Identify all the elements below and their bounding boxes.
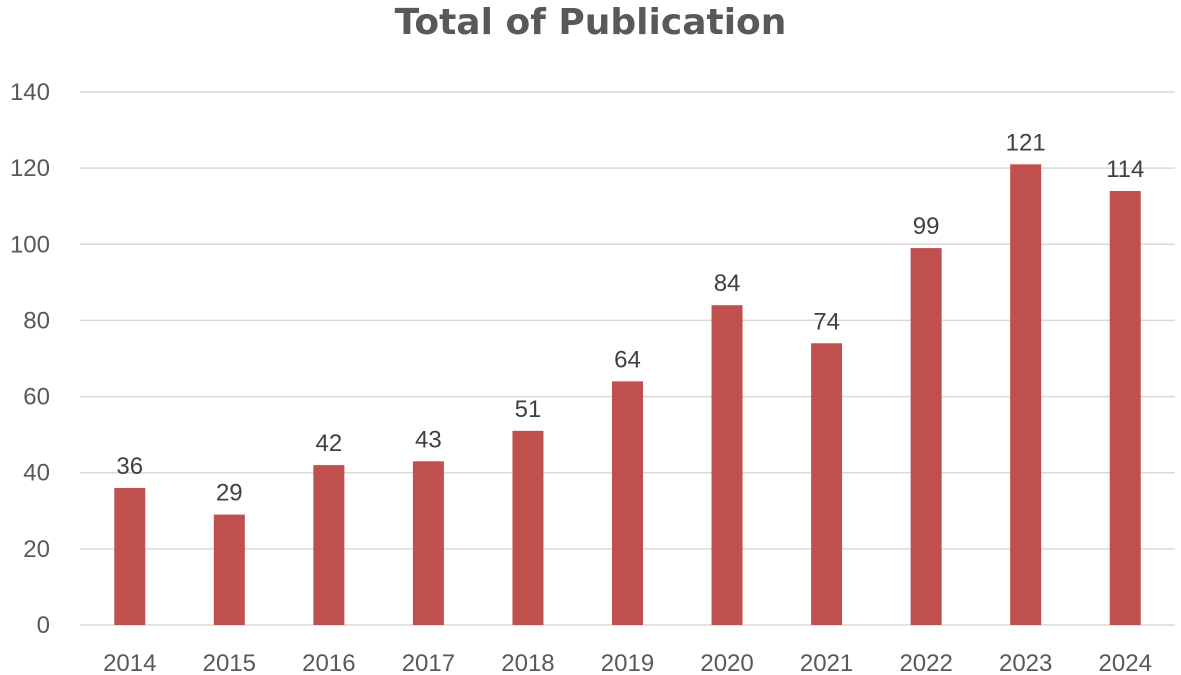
y-tick-label: 0 [37,612,50,639]
data-label: 114 [1106,156,1144,183]
y-tick-label: 140 [10,79,50,106]
bar [711,305,743,625]
chart-title: Total of Publication [394,2,787,43]
y-tick-label: 60 [23,384,50,411]
data-label: 36 [116,453,143,480]
x-tick-label: 2016 [302,650,355,675]
x-tick-label: 2020 [700,650,753,675]
x-tick-label: 2022 [899,650,952,675]
x-tick-label: 2024 [1099,650,1152,675]
data-label: 29 [216,480,243,507]
x-tick-label: 2023 [999,650,1052,675]
data-label: 121 [1006,129,1046,156]
data-label: 42 [316,430,343,457]
y-tick-label: 40 [23,460,50,487]
bar [811,343,843,625]
bar [612,381,643,625]
bars [114,164,1141,626]
bar [1010,164,1042,626]
x-tick-label: 2017 [402,650,455,675]
data-label: 74 [813,308,840,335]
y-tick-label: 80 [23,307,50,334]
data-label: 43 [415,426,442,453]
bar [412,461,444,625]
bar [313,465,345,625]
x-tick-label: 2019 [601,650,654,675]
data-label: 64 [614,346,641,373]
bar [114,487,146,625]
bar [213,514,245,625]
y-tick-label: 120 [10,155,50,182]
x-tick-label: 2018 [501,650,554,675]
data-label: 84 [714,270,741,297]
x-tick-label: 2015 [203,650,256,675]
y-axis-ticks: 0 20 40 60 80 100 120 140 [10,79,50,639]
bar [1109,190,1141,625]
bar [512,430,544,625]
x-axis-ticks: 2014 2015 2016 2017 2018 2019 2020 2021 2022 2023… [103,650,1152,675]
data-label: 99 [913,213,940,240]
data-label: 51 [515,396,542,423]
y-tick-label: 100 [10,231,50,258]
data-labels: 36 29 42 43 51 64 84 74 99 121 114 [116,129,1144,506]
x-tick-label: 2021 [800,650,853,675]
x-tick-label: 2014 [103,650,156,675]
bar [910,248,942,626]
y-tick-label: 20 [23,536,50,563]
